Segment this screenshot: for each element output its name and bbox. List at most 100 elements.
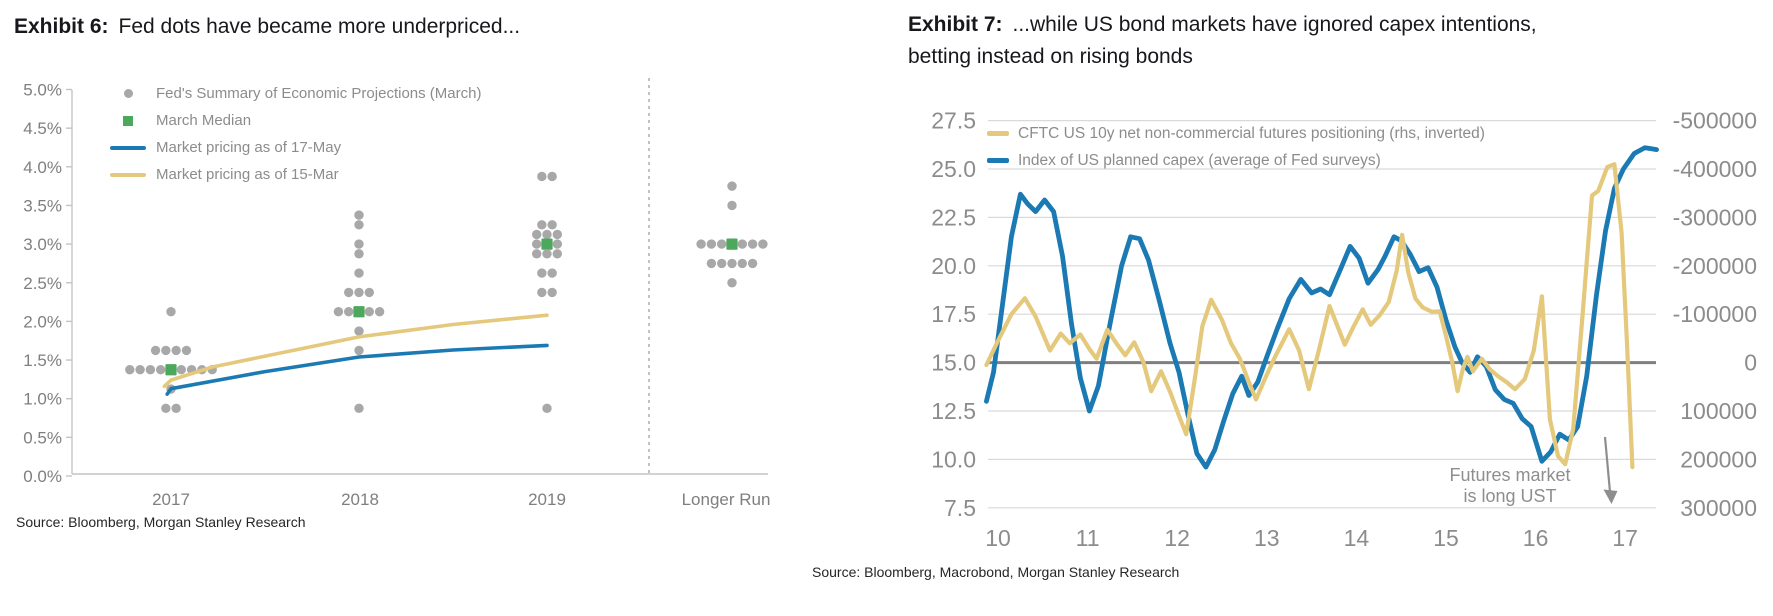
fed-dot (532, 249, 542, 259)
y-tick-label: 4.0% (23, 158, 62, 177)
fed-dot (727, 258, 737, 269)
median-marker (165, 364, 177, 376)
x-tick-label: 16 (1523, 525, 1549, 551)
symbol-box (108, 89, 148, 98)
legend-item-sep-dots: Fed's Summary of Economic Projections (M… (108, 80, 481, 107)
fed-dot (176, 365, 186, 375)
exhibit7-title-line1: Exhibit 7: ...while US bond markets have … (908, 9, 1537, 41)
fed-dot (737, 258, 747, 269)
fed-dot (354, 403, 364, 414)
exhibit7-title: Exhibit 7: ...while US bond markets have … (908, 9, 1537, 73)
left-axis-label: 20.0 (931, 253, 976, 279)
fed-dot (542, 249, 552, 259)
fed-dot (547, 171, 557, 182)
dot-icon (123, 89, 133, 98)
left-axis-label: 12.5 (931, 398, 976, 424)
fed-dot (542, 229, 552, 240)
fed-dot (354, 345, 364, 356)
fed-dot (171, 345, 181, 356)
legend-item-cftc: CFTC US 10y net non-commercial futures p… (986, 120, 1485, 147)
fed-dot (717, 239, 727, 249)
fed-dot (354, 287, 364, 298)
fed-dot (145, 365, 156, 375)
fed-dot (706, 258, 717, 269)
fed-dot (156, 365, 166, 375)
x-category-label: 2017 (152, 490, 190, 509)
fed-dot (696, 239, 706, 249)
fed-dot (537, 287, 547, 298)
fed-dot (364, 307, 374, 317)
fed-dot (161, 345, 171, 356)
blue-line-icon (987, 158, 1009, 163)
symbol-box (108, 115, 148, 126)
median-marker (726, 238, 738, 250)
exhibit6-chart: 5.0% 4.5% 4.0% 3.5% 3.0% 2.5% 2.0% 1.5% 1.0% 0.5%… (23, 78, 770, 509)
fed-dot (737, 239, 747, 249)
fed-dot (717, 258, 727, 269)
x-tick-label: 14 (1344, 525, 1370, 551)
exhibit7-title-line2: betting instead on rising bonds (908, 45, 1193, 68)
legend-label: Market pricing as of 17-May (156, 139, 342, 156)
legend-label: Index of US planned capex (average of Fe… (1018, 151, 1381, 169)
fed-dot (354, 268, 364, 278)
right-axis-label: -400000 (1673, 156, 1757, 182)
y-tick-label: 1.0% (23, 390, 62, 409)
fed-dot (537, 220, 547, 230)
x-tick-label: 13 (1254, 525, 1280, 551)
exhibit6-source: Source: Bloomberg, Morgan Stanley Resear… (16, 514, 306, 530)
capex-index-line (984, 145, 1659, 470)
exhibit7-label: Exhibit 7: (908, 13, 1003, 36)
fed-dot (747, 239, 758, 249)
y-tick-label: 0.0% (23, 467, 62, 486)
fed-dot (354, 239, 364, 249)
left-axis-label: 27.5 (931, 108, 976, 134)
cftc-positioning-line (984, 162, 1635, 470)
fed-dot (727, 278, 737, 288)
y-tick-label: 3.0% (23, 235, 62, 254)
legend-label: Market pricing as of 15-Mar (156, 166, 339, 183)
legend-label: CFTC US 10y net non-commercial futures p… (1018, 124, 1485, 142)
y-tick-label: 3.5% (23, 196, 62, 215)
fed-dot (547, 287, 557, 298)
right-axis-label: 300000 (1680, 495, 1757, 521)
fed-dot (547, 268, 557, 278)
fed-dot (161, 403, 171, 414)
down-arrow-head-icon (1603, 489, 1618, 504)
x-tick-label: 12 (1164, 525, 1190, 551)
exhibit6-label: Exhibit 6: (14, 15, 109, 38)
exhibit6-title: Exhibit 6: Fed dots have became more unde… (14, 11, 520, 43)
y-tick-label: 0.5% (23, 428, 62, 447)
fed-dot (747, 258, 758, 269)
fed-dot (333, 307, 344, 317)
y-tick-label: 2.5% (23, 274, 62, 293)
y-tick-label: 2.0% (23, 312, 62, 331)
fed-dot (552, 229, 562, 240)
fed-dot (354, 210, 364, 220)
fed-dot (354, 326, 364, 336)
fed-dot (542, 403, 552, 414)
symbol-box (986, 158, 1010, 163)
fed-dot (727, 200, 737, 211)
legend-label: March Median (156, 112, 252, 129)
right-axis-label: -200000 (1673, 253, 1757, 279)
right-axis-label: -300000 (1673, 204, 1757, 230)
fed-dot (354, 249, 364, 259)
exhibit6-title-text: Fed dots have became more underpriced... (118, 15, 521, 38)
yellow-line-icon (987, 131, 1009, 136)
symbol-box (108, 145, 148, 150)
market-pricing-line (162, 313, 549, 389)
fed-dot (354, 220, 364, 230)
symbol-box (986, 131, 1010, 136)
y-tick-label: 1.5% (23, 351, 62, 370)
fed-dot (364, 287, 374, 298)
exhibit7-title-text1: ...while US bond markets have ignored ca… (1012, 13, 1537, 36)
futures-annotation: Futures market is long UST (1418, 465, 1602, 507)
fed-dot (166, 307, 176, 317)
fed-dot (344, 287, 354, 298)
fed-dot (532, 229, 542, 240)
fed-dot (727, 181, 737, 191)
fed-dot (171, 403, 181, 414)
x-category-label: Longer Run (682, 490, 771, 509)
